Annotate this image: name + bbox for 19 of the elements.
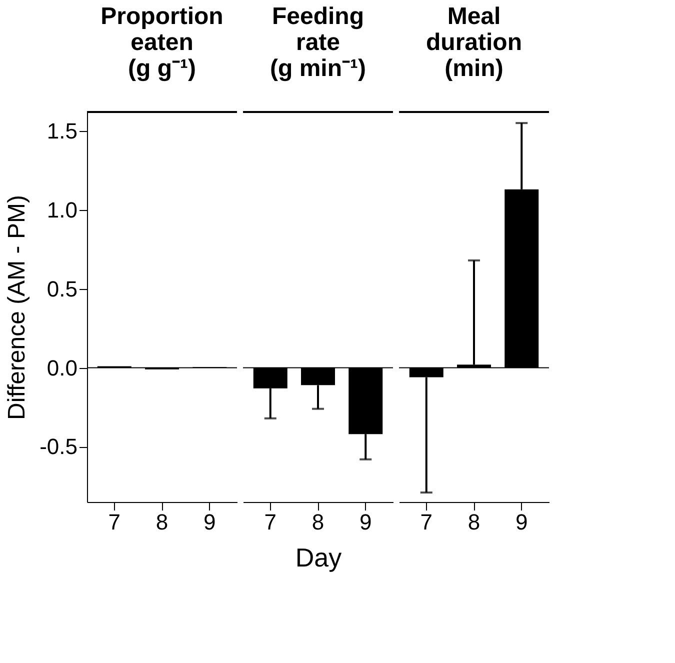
y-tick-label: 0.0	[46, 355, 78, 380]
chart-title: Feeding rate (g min⁻¹)	[270, 3, 366, 82]
y-tick-label: 0.5	[46, 276, 78, 302]
x-tick-label: 7	[108, 510, 121, 534]
y-tick-label: 1.0	[46, 197, 78, 222]
x-tick-label: 9	[203, 510, 216, 534]
x-tick-label: 8	[468, 510, 480, 534]
chart-title: Meal duration (min)	[426, 3, 522, 82]
y-axis-title: Difference (AM - PM)	[4, 195, 31, 420]
x-tick-label: 7	[420, 510, 433, 534]
y-tick-label: -0.5	[40, 434, 78, 460]
y-tick-label: 1.5	[46, 118, 78, 144]
x-tick-label: 8	[156, 510, 168, 534]
x-tick-label: 7	[264, 510, 277, 534]
x-tick-label: 9	[515, 510, 528, 534]
x-axis-title: Day	[295, 542, 342, 572]
x-tick-label: 8	[312, 510, 324, 534]
chart-title: Proportion eaten (g g⁻¹)	[100, 3, 224, 82]
x-tick-label: 9	[359, 510, 372, 534]
